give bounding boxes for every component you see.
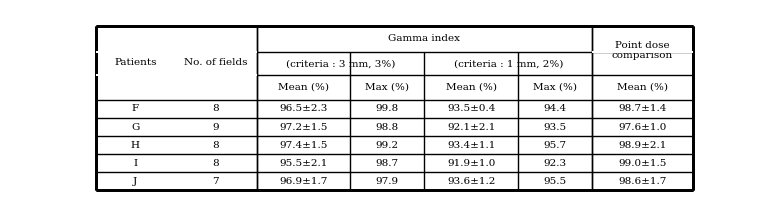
Text: 97.2±1.5: 97.2±1.5	[280, 123, 328, 132]
Text: 99.8: 99.8	[376, 104, 399, 113]
Text: 98.7±1.4: 98.7±1.4	[618, 104, 667, 113]
Text: 96.9±1.7: 96.9±1.7	[280, 177, 328, 186]
Text: Mean (%): Mean (%)	[278, 83, 329, 92]
Text: 99.0±1.5: 99.0±1.5	[618, 159, 667, 168]
Text: Max (%): Max (%)	[533, 83, 577, 92]
Text: Mean (%): Mean (%)	[617, 83, 668, 92]
Text: 93.6±1.2: 93.6±1.2	[447, 177, 495, 186]
Text: 98.7: 98.7	[376, 159, 399, 168]
Text: 93.4±1.1: 93.4±1.1	[447, 141, 495, 150]
Bar	[592, 51, 693, 53]
Text: 8: 8	[213, 141, 219, 150]
Text: 94.4: 94.4	[544, 104, 567, 113]
Text: 97.4±1.5: 97.4±1.5	[280, 141, 328, 150]
Text: J: J	[133, 177, 138, 186]
Text: 93.5: 93.5	[544, 123, 567, 132]
Bar	[96, 74, 256, 76]
Text: 92.3: 92.3	[544, 159, 567, 168]
Text: Point dose
comparison: Point dose comparison	[612, 41, 673, 60]
Text: 98.8: 98.8	[376, 123, 399, 132]
Text: 97.6±1.0: 97.6±1.0	[618, 123, 667, 132]
Text: 95.7: 95.7	[544, 141, 567, 150]
Text: (criteria : 3 mm, 3%): (criteria : 3 mm, 3%)	[286, 59, 395, 68]
Text: 99.2: 99.2	[376, 141, 399, 150]
Text: 98.9±2.1: 98.9±2.1	[618, 141, 667, 150]
Text: I: I	[133, 159, 137, 168]
Text: 8: 8	[213, 159, 219, 168]
Text: 95.5: 95.5	[544, 177, 567, 186]
Text: 97.9: 97.9	[376, 177, 399, 186]
Text: 93.5±0.4: 93.5±0.4	[447, 104, 495, 113]
Text: 9: 9	[213, 123, 219, 132]
Text: (criteria : 1 mm, 2%): (criteria : 1 mm, 2%)	[454, 59, 563, 68]
Text: 95.5±2.1: 95.5±2.1	[280, 159, 328, 168]
Text: 92.1±2.1: 92.1±2.1	[447, 123, 495, 132]
Text: Patients: Patients	[114, 58, 156, 67]
Text: G: G	[131, 123, 139, 132]
Text: No. of fields: No. of fields	[184, 58, 247, 67]
Text: F: F	[132, 104, 139, 113]
Text: Mean (%): Mean (%)	[446, 83, 497, 92]
Text: 98.6±1.7: 98.6±1.7	[618, 177, 667, 186]
Text: 96.5±2.3: 96.5±2.3	[280, 104, 328, 113]
Text: 91.9±1.0: 91.9±1.0	[447, 159, 495, 168]
Text: 7: 7	[213, 177, 219, 186]
Text: Gamma index: Gamma index	[388, 34, 460, 43]
Bar	[96, 51, 256, 53]
Text: 8: 8	[213, 104, 219, 113]
Text: H: H	[131, 141, 140, 150]
Text: Max (%): Max (%)	[365, 83, 410, 92]
